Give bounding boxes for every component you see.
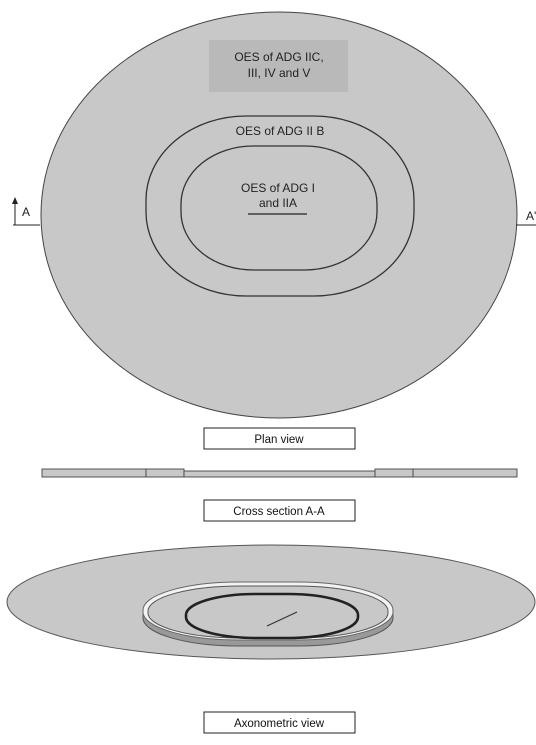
section-mark-right-label: A' [526,209,536,223]
outer-zone-label-box [209,40,348,92]
middle-zone-label: OES of ADG II B [236,124,325,138]
outer-zone-label-line2: III, IV and V [248,66,311,80]
section-mark-left-label: A [22,205,30,219]
inner-zone-label-line1: OES of ADG I [241,181,315,195]
section-marker-right: A' [516,209,536,226]
axo-runway-line [266,611,298,627]
cross-section-left-middle [145,468,185,478]
plan-view: OES of ADG IIC, III, IV and V OES of ADG… [12,11,536,419]
axonometric-view [6,544,536,660]
cross-section-left-outer [41,468,147,478]
section-marker-left: A [12,197,40,226]
cross-section-right-middle [374,468,414,478]
axonometric-caption: Axonometric view [203,711,356,734]
outer-zone-label-line1: OES of ADG IIC, [234,50,323,64]
cross-section-right-outer [412,468,518,478]
axo-inner-zone [184,592,360,640]
up-arrow-head [12,197,18,204]
cross-section-caption-text: Cross section A-A [233,506,325,518]
cross-section [41,468,518,478]
inner-zone-label-line2: and IIA [259,196,297,210]
plan-view-caption: Plan view [203,427,356,450]
cross-section-inner [183,470,376,478]
cross-section-caption: Cross section A-A [203,499,356,522]
plan-view-caption-text: Plan view [254,434,304,446]
inner-zone-outline [180,145,378,271]
axonometric-caption-text: Axonometric view [234,718,325,730]
